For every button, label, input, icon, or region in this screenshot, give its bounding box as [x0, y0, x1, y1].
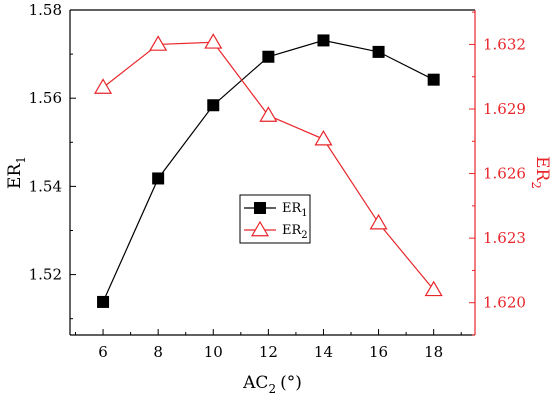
y-left-axis-title: ER1 [5, 156, 28, 189]
x-tick-label: 18 [424, 343, 443, 361]
y-left-tick-label: 1.54 [29, 177, 62, 195]
y-right-axis-title: ER2 [529, 156, 550, 189]
data-point [314, 129, 333, 146]
y-left-tick-label: 1.56 [29, 89, 62, 107]
data-point [204, 33, 223, 49]
x-tick-label: 14 [314, 343, 333, 361]
data-point [262, 50, 275, 63]
data-point [372, 45, 385, 58]
data-point [424, 280, 443, 297]
y-right-tick-label: 1.626 [483, 165, 526, 183]
y-right-tick-label: 1.620 [483, 294, 526, 312]
legend-entry: ER1 [244, 201, 308, 219]
data-point [97, 295, 110, 308]
data-point [149, 35, 168, 51]
series-line [102, 41, 435, 291]
y-right-tick-label: 1.629 [483, 100, 526, 118]
axes [69, 9, 476, 336]
x-tick-label: 10 [204, 343, 223, 361]
data-point [259, 106, 278, 122]
x-tick-label: 6 [98, 343, 108, 361]
y-left-tick-label: 1.52 [29, 266, 62, 284]
x-tick-label: 8 [153, 343, 163, 361]
series-line [102, 39, 434, 303]
legend-entry: ER2 [244, 220, 308, 241]
tick-marks [70, 9, 475, 336]
data-point [369, 213, 388, 230]
y-right-tick-label: 1.623 [483, 229, 526, 247]
legend-label: ER1 [282, 201, 308, 219]
data-point [152, 172, 165, 185]
data-point [317, 34, 330, 47]
x-tick-label: 12 [259, 343, 278, 361]
legend-marker [254, 202, 266, 214]
legend-marker [250, 220, 270, 237]
series-2 [94, 33, 443, 297]
y-right-tick-label: 1.632 [483, 35, 526, 53]
y-left-tick-label: 1.58 [29, 1, 62, 19]
legend-label: ER2 [282, 223, 308, 241]
legend-box [239, 194, 311, 244]
x-axis-title: AC2 (°) [242, 373, 302, 396]
data-point [427, 73, 440, 86]
series-layer [94, 33, 443, 308]
series-1 [97, 34, 440, 308]
x-tick-label: 16 [369, 343, 388, 361]
axis-labels: 6 8 10 12 14 16 18 1.52 1.54 1.56 1.58 1.620 1.623 1.… [5, 1, 550, 396]
data-point [207, 99, 220, 112]
data-point [94, 78, 113, 94]
